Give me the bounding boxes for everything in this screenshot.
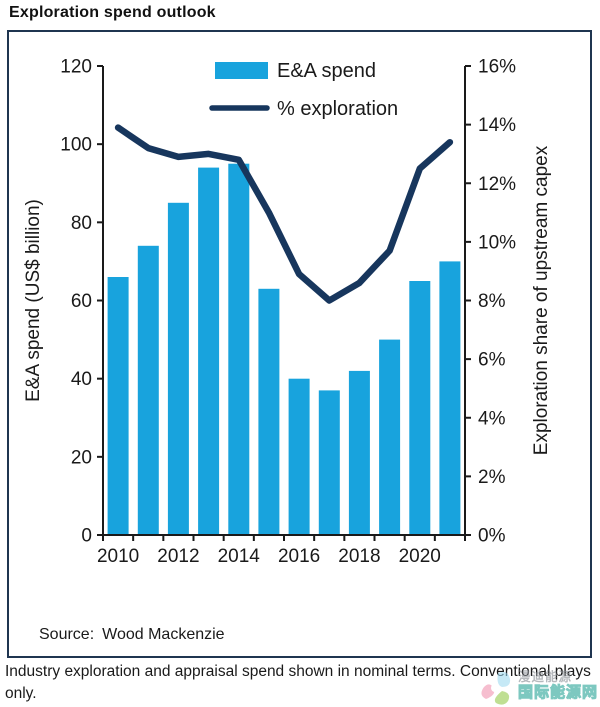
right-axis-tick-label: 14%	[478, 115, 516, 136]
source-label: Source:	[39, 626, 95, 643]
x-axis-label-2014: 2014	[218, 546, 261, 567]
bar-2011	[137, 245, 159, 536]
bar-2014	[228, 163, 250, 535]
bar-2019	[379, 339, 401, 535]
x-axis-label-2016: 2016	[278, 546, 320, 567]
bar-2016	[288, 378, 310, 535]
exploration-share-line	[114, 124, 454, 304]
left-axis-title: E&A spend (US$ billion)	[23, 199, 44, 402]
legend-line-label: % exploration	[277, 98, 398, 120]
source-note: Source: Wood Mackenzie	[39, 626, 225, 644]
right-axis-tick-label: 10%	[478, 232, 516, 253]
bar-2021	[439, 261, 461, 535]
x-axis-label-2012: 2012	[157, 546, 199, 567]
bar-2013	[198, 167, 220, 535]
left-axis-tick-label: 40	[71, 369, 92, 390]
right-axis-tick-label: 2%	[478, 467, 506, 488]
chart-panel: 0 20 40 60 80 100 120 0% 2% 4% 6% 8% 10% 12% 14% 16% 201…	[7, 30, 592, 658]
bar-2018	[348, 370, 370, 535]
bar-2020	[409, 281, 431, 535]
left-axis-tick-label: 0	[81, 526, 92, 547]
right-axis-tick-label: 4%	[478, 408, 506, 429]
left-axis-tick-label: 80	[71, 213, 92, 234]
legend-bar-swatch	[215, 62, 268, 79]
page-title: Exploration spend outlook	[9, 4, 216, 21]
combo-chart: 0 20 40 60 80 100 120 0% 2% 4% 6% 8% 10% 12% 14% 16% 201…	[23, 57, 552, 568]
source-value: Wood Mackenzie	[102, 626, 225, 643]
left-axis-tick-label: 20	[71, 447, 92, 468]
right-axis-tick-label: 12%	[478, 174, 516, 195]
right-axis-tick-label: 8%	[478, 291, 506, 312]
right-axis-tick-label: 16%	[478, 57, 516, 78]
left-axis-tick-label: 100	[60, 135, 92, 156]
bar-2017	[318, 390, 340, 535]
legend-bar-label: E&A spend	[277, 60, 376, 82]
left-axis-tick-label: 60	[71, 291, 92, 312]
footnote: Industry exploration and appraisal spend…	[5, 663, 591, 703]
right-axis-tick-label: 0%	[478, 526, 506, 547]
x-axis-label-2020: 2020	[399, 546, 441, 567]
x-axis-label-2018: 2018	[338, 546, 380, 567]
bar-2015	[258, 288, 280, 535]
bar-2010	[107, 277, 129, 535]
right-axis-tick-label: 6%	[478, 350, 506, 371]
left-axis-tick-label: 120	[60, 57, 92, 78]
right-axis-title: Exploration share of upstream capex	[531, 145, 552, 455]
x-axis-label-2010: 2010	[97, 546, 139, 567]
bar-2012	[167, 202, 189, 536]
